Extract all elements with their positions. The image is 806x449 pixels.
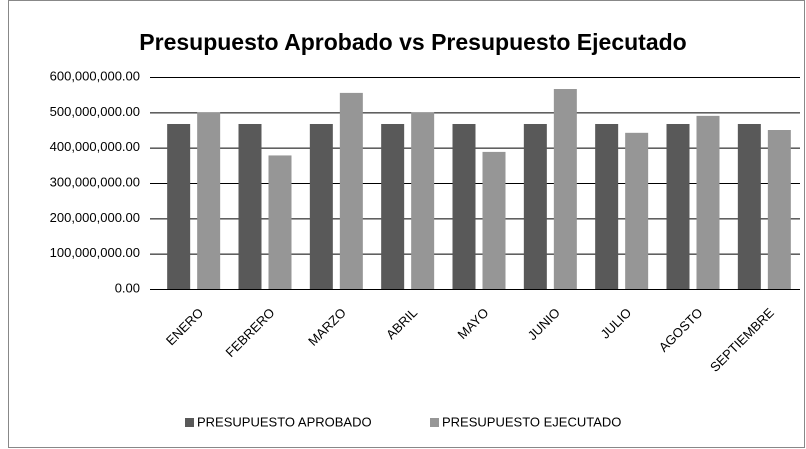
y-tick-label: 200,000,000.00 [50,210,140,225]
bar [197,112,221,289]
bar [696,115,720,289]
x-tick-label: MARZO [305,305,349,349]
x-tick-label: ENERO [163,305,206,348]
bar [411,112,435,289]
bar [381,123,405,289]
bar [452,123,476,289]
bar [767,130,791,289]
bar [167,123,191,289]
legend-swatch [185,418,194,427]
y-tick-label: 100,000,000.00 [50,245,140,260]
y-tick-label: 600,000,000.00 [50,68,140,83]
x-tick-label: JUNIO [525,305,563,343]
legend-swatch [430,418,439,427]
legend-label: PRESUPUESTO APROBADO [197,414,372,429]
y-tick-label: 500,000,000.00 [50,104,140,119]
bar [339,92,363,290]
x-tick-label: JULIO [598,305,635,342]
bar [238,123,262,289]
x-tick-label: MAYO [455,305,492,342]
bar [309,123,333,289]
x-tick-label: SEPTIEMBRE [707,305,777,375]
bar [482,151,506,289]
bar [625,132,649,289]
y-tick-label: 300,000,000.00 [50,174,140,189]
x-tick-label: ABRIL [383,305,420,342]
bar [268,155,292,289]
legend-label: PRESUPUESTO EJECUTADO [442,414,621,429]
chart-title: Presupuesto Aprobado vs Presupuesto Ejec… [139,29,686,55]
y-tick-label: 400,000,000.00 [50,139,140,154]
y-tick-label: 0.00 [115,280,140,295]
chart-frame [8,0,805,448]
bar [666,123,690,289]
bar [523,123,547,289]
bar [595,123,619,289]
bar [553,89,577,289]
x-tick-label: AGOSTO [656,305,706,355]
bar [737,123,761,289]
x-tick-label: FEBRERO [223,305,278,360]
